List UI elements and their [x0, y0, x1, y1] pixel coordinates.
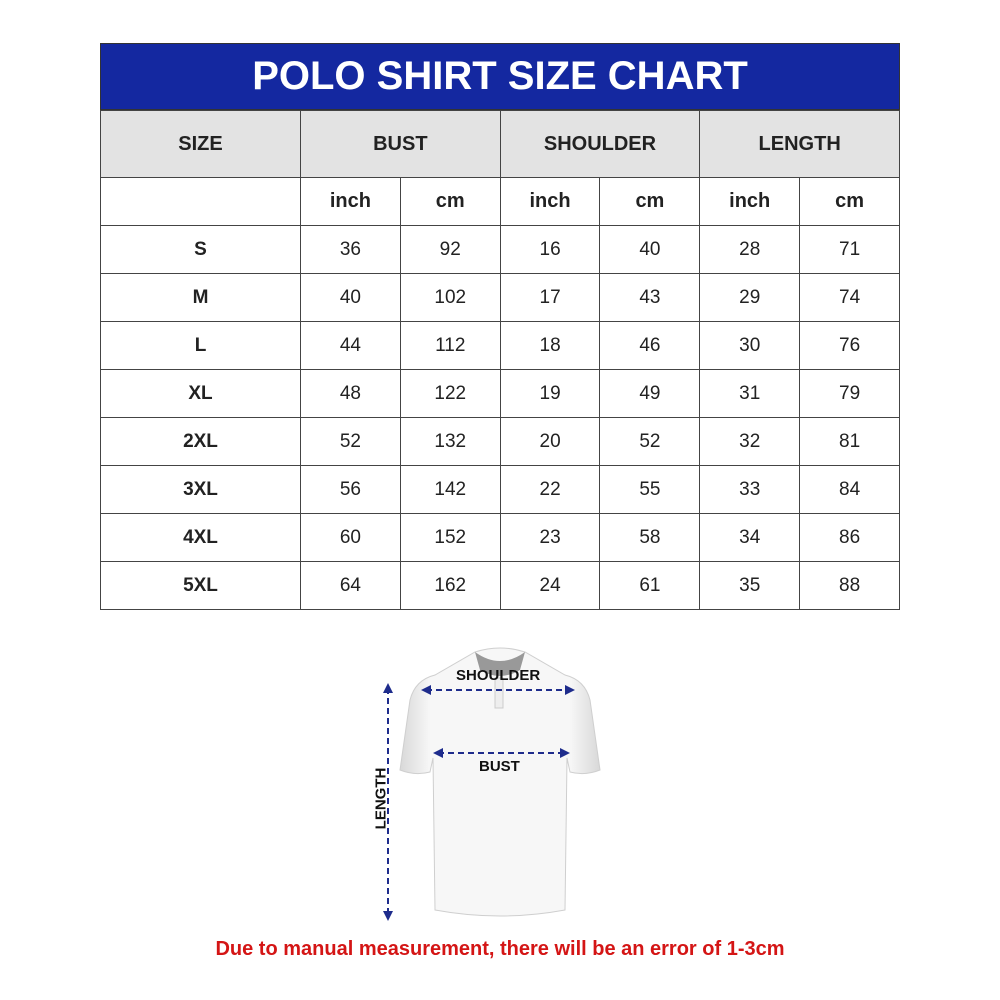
header-shoulder: SHOULDER [499, 110, 701, 178]
value-cell: 81 [799, 417, 900, 466]
value-cell: 19 [499, 369, 601, 418]
shoulder-label: SHOULDER [456, 667, 541, 684]
value-cell: 71 [799, 225, 900, 274]
value-cell: 17 [499, 273, 601, 322]
value-cell: 16 [499, 225, 601, 274]
table-row: XL 48 122 19 49 31 79 [100, 369, 900, 418]
value-cell: 152 [399, 513, 501, 562]
value-cell: 74 [799, 273, 900, 322]
value-cell: 61 [599, 561, 701, 610]
value-cell: 86 [799, 513, 900, 562]
value-cell: 36 [300, 225, 401, 274]
unit-row: inch cm inch cm inch cm [100, 177, 900, 226]
value-cell: 132 [399, 417, 501, 466]
polo-shirt-icon [383, 647, 601, 921]
value-cell: 52 [300, 417, 401, 466]
value-cell: 79 [799, 369, 900, 418]
value-cell: 48 [300, 369, 401, 418]
size-cell: XL [100, 369, 301, 418]
value-cell: 92 [399, 225, 501, 274]
value-cell: 49 [599, 369, 701, 418]
value-cell: 33 [699, 465, 801, 514]
measurement-note: Due to manual measurement, there will be… [215, 938, 785, 960]
size-cell: 3XL [100, 465, 301, 514]
value-cell: 20 [499, 417, 601, 466]
table-row: M 40 102 17 43 29 74 [100, 273, 900, 322]
header-length: LENGTH [699, 110, 900, 178]
header-bust: BUST [300, 110, 501, 178]
value-cell: 56 [300, 465, 401, 514]
value-cell: 40 [300, 273, 401, 322]
value-cell: 40 [599, 225, 701, 274]
value-cell: 112 [399, 321, 501, 370]
value-cell: 55 [599, 465, 701, 514]
header-size: SIZE [100, 110, 301, 178]
unit-cell: cm [399, 177, 501, 226]
value-cell: 102 [399, 273, 501, 322]
shirt-diagram: SHOULDER BUST LENGTH [360, 640, 620, 930]
value-cell: 84 [799, 465, 900, 514]
unit-cell: inch [699, 177, 801, 226]
unit-cell: inch [499, 177, 601, 226]
size-chart: POLO SHIRT SIZE CHART SIZE BUST SHOULDER… [100, 43, 900, 610]
unit-cell: cm [799, 177, 900, 226]
unit-cell: inch [300, 177, 401, 226]
value-cell: 30 [699, 321, 801, 370]
value-cell: 60 [300, 513, 401, 562]
table-row: 5XL 64 162 24 61 35 88 [100, 561, 900, 610]
value-cell: 23 [499, 513, 601, 562]
size-cell: M [100, 273, 301, 322]
value-cell: 29 [699, 273, 801, 322]
size-cell: 2XL [100, 417, 301, 466]
unit-cell: cm [599, 177, 701, 226]
table-row: S 36 92 16 40 28 71 [100, 225, 900, 274]
table-row: 3XL 56 142 22 55 33 84 [100, 465, 900, 514]
size-cell: 5XL [100, 561, 301, 610]
value-cell: 162 [399, 561, 501, 610]
size-table: SIZE BUST SHOULDER LENGTH inch cm inch c… [100, 110, 900, 610]
value-cell: 88 [799, 561, 900, 610]
value-cell: 76 [799, 321, 900, 370]
value-cell: 122 [399, 369, 501, 418]
value-cell: 32 [699, 417, 801, 466]
value-cell: 31 [699, 369, 801, 418]
value-cell: 18 [499, 321, 601, 370]
value-cell: 52 [599, 417, 701, 466]
size-cell: S [100, 225, 301, 274]
value-cell: 24 [499, 561, 601, 610]
chart-title: POLO SHIRT SIZE CHART [100, 43, 900, 110]
size-cell: 4XL [100, 513, 301, 562]
unit-empty [100, 177, 301, 226]
value-cell: 43 [599, 273, 701, 322]
value-cell: 44 [300, 321, 401, 370]
table-row: 2XL 52 132 20 52 32 81 [100, 417, 900, 466]
value-cell: 46 [599, 321, 701, 370]
value-cell: 34 [699, 513, 801, 562]
length-label: LENGTH [372, 767, 390, 830]
value-cell: 64 [300, 561, 401, 610]
table-row: L 44 112 18 46 30 76 [100, 321, 900, 370]
bust-label: BUST [479, 758, 520, 775]
value-cell: 22 [499, 465, 601, 514]
table-row: 4XL 60 152 23 58 34 86 [100, 513, 900, 562]
value-cell: 28 [699, 225, 801, 274]
value-cell: 58 [599, 513, 701, 562]
size-cell: L [100, 321, 301, 370]
header-row: SIZE BUST SHOULDER LENGTH [100, 110, 900, 178]
value-cell: 35 [699, 561, 801, 610]
value-cell: 142 [399, 465, 501, 514]
